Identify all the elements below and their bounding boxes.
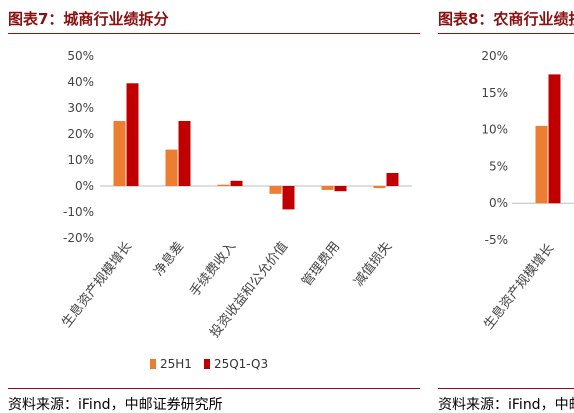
y-tick-label: 40% <box>67 75 94 89</box>
y-tick-label: 50% <box>67 49 94 63</box>
y-tick-label: 20% <box>67 127 94 141</box>
chart-panel-left: 图表7：城商行业绩拆分 50% 40% 30% 20% 10% 0% -10% -20% 生息资… <box>8 10 420 413</box>
bar-25q1-q3-1 <box>178 121 191 186</box>
bar-25q1-q3-5 <box>386 173 399 186</box>
category-label: 手续费收入 <box>187 239 239 299</box>
bar-25h1-3 <box>269 186 282 194</box>
bar-25q1-q3-0 <box>126 83 139 186</box>
source-note-left: 资料来源：iFind，中邮证券研究所 <box>8 397 223 413</box>
legend-swatch-25q1-q3 <box>203 359 210 369</box>
y-tick-label: 0% <box>489 196 508 210</box>
y-tick-label: -5% <box>485 233 508 247</box>
y-tick-label: -10% <box>63 205 94 219</box>
top-rule-left <box>8 33 420 34</box>
category-label: 减值损失 <box>351 239 396 290</box>
top-rule-right <box>438 33 574 34</box>
y-tick-label: 30% <box>67 101 94 115</box>
bar-25q1-q3-0 <box>548 74 561 204</box>
bar-25h1-0 <box>113 121 126 186</box>
legend-label-25q1-q3: 25Q1-Q3 <box>213 357 269 371</box>
y-tick-label: 10% <box>67 153 94 167</box>
chart-title-right: 图表8：农商行业绩拆分 <box>438 10 574 28</box>
category-label: 生息资产规模增长 <box>481 241 558 333</box>
bar-chart-right: 20% 15% 10% 5% 0% -5%生息资产规模增长 <box>481 49 574 333</box>
bar-25q1-q3-4 <box>334 186 347 192</box>
y-tick-label: 15% <box>481 86 508 100</box>
legend-swatch-25h1 <box>150 359 156 369</box>
category-label: 管理费用 <box>299 239 343 289</box>
bar-25h1-2 <box>217 184 230 186</box>
y-tick-label: 0% <box>75 179 94 193</box>
legend: 25H1 25Q1-Q3 <box>150 357 276 371</box>
category-label: 净息差 <box>151 239 188 280</box>
y-tick-label: 10% <box>481 123 508 137</box>
legend-label-25h1: 25H1 <box>160 357 192 371</box>
y-tick-label: -20% <box>63 231 94 245</box>
bar-25h1-0 <box>535 125 548 204</box>
bar-25h1-1 <box>165 149 178 186</box>
bar-25h1-5 <box>373 186 386 189</box>
bar-chart-left: 50% 40% 30% 20% 10% 0% -10% -20%生息资产规模增长 净息差 手续费收… <box>59 49 412 341</box>
category-label: 生息资产规模增长 <box>59 239 136 331</box>
y-tick-label: 5% <box>489 159 508 173</box>
bottom-rule-right <box>438 388 574 389</box>
bar-25q1-q3-3 <box>282 186 295 210</box>
bar-25h1-4 <box>321 186 334 190</box>
bottom-rule-left <box>8 388 420 389</box>
source-note-right: 资料来源：iFind，中邮证券研究所 <box>438 397 574 413</box>
chart-panel-right: 图表8：农商行业绩拆分 20% 15% 10% 5% 0% -5%生息资产规模增长 资料来… <box>430 0 574 413</box>
chart-title-left: 图表7：城商行业绩拆分 <box>8 10 169 28</box>
y-tick-label: 20% <box>481 49 508 63</box>
bar-25q1-q3-2 <box>230 180 243 186</box>
